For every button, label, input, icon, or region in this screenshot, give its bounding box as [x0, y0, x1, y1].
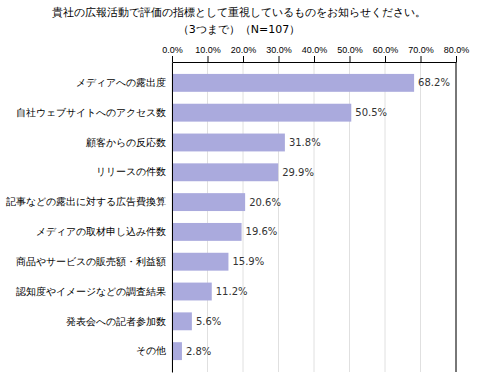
x-tick-mark	[172, 56, 173, 62]
x-tick: 80.0%	[444, 45, 470, 62]
grid	[172, 62, 456, 372]
x-axis: 0.0% 10.0% 20.0% 30.0% 40.0% 50.0% 60.0% 70.0% 8…	[162, 45, 469, 63]
x-tick-mark	[385, 56, 386, 62]
y-tick: 顧客からの反応数	[86, 137, 172, 148]
y-tick-label: 自社ウェブサイトへのアクセス数	[16, 107, 166, 118]
x-tick-label: 40.0%	[302, 45, 328, 55]
y-tick-label: その他	[136, 345, 166, 356]
x-tick-label: 70.0%	[408, 45, 434, 55]
x-tick-mark	[350, 56, 351, 62]
y-tick-label: 商品やサービスの販売額・利益額	[16, 256, 166, 267]
y-tick-label: 発表会への記者参加数	[66, 316, 166, 327]
y-tick-label: リリースの件数	[96, 166, 166, 177]
grid-line	[456, 62, 457, 372]
frame-right	[456, 62, 457, 372]
bar	[172, 283, 212, 301]
data-label: 15.9%	[232, 256, 264, 267]
x-tick-label: 50.0%	[337, 45, 363, 55]
plot: 0.0% 10.0% 20.0% 30.0% 40.0% 50.0% 60.0% 70.0% 8…	[6, 45, 469, 373]
x-tick: 70.0%	[408, 45, 434, 62]
y-tick-label: 認知度やイメージなどの調査結果	[16, 286, 166, 297]
x-tick: 30.0%	[266, 45, 292, 62]
x-tick-label: 80.0%	[444, 45, 470, 55]
bar	[172, 342, 182, 360]
x-axis-line	[173, 62, 457, 63]
grid-line	[420, 62, 421, 372]
x-tick: 0.0%	[162, 45, 183, 62]
bars	[172, 74, 414, 360]
data-label: 31.8%	[289, 137, 321, 148]
y-tick-label: 記事などの露出に対する広告費換算	[6, 196, 166, 207]
bar	[172, 312, 192, 330]
x-tick: 50.0%	[337, 45, 363, 62]
x-tick-mark	[314, 56, 315, 62]
y-tick: 発表会への記者参加数	[66, 316, 172, 327]
bar	[172, 223, 242, 241]
x-tick-label: 0.0%	[162, 45, 183, 55]
x-tick-label: 30.0%	[266, 45, 292, 55]
data-labels: 68.2% 50.5% 31.8% 29.9% 20.6% 19.6% 15.9% 11.2%…	[186, 77, 450, 356]
x-tick-label: 20.0%	[231, 45, 257, 55]
y-tick-label: メディアへの露出度	[76, 77, 166, 88]
data-label: 2.8%	[186, 346, 211, 357]
x-tick-mark	[208, 56, 209, 62]
y-tick-label: メディアの取材申し込み件数	[36, 226, 166, 237]
x-tick: 40.0%	[302, 45, 328, 62]
y-tick: メディアの取材申し込み件数	[36, 226, 172, 237]
y-axis-line	[172, 63, 173, 373]
x-tick-mark	[279, 56, 280, 62]
x-tick-mark	[243, 56, 244, 62]
y-tick: リリースの件数	[96, 166, 172, 177]
y-tick: その他	[136, 345, 172, 356]
y-tick-label: 顧客からの反応数	[86, 137, 166, 148]
bar	[172, 134, 285, 152]
y-tick: 認知度やイメージなどの調査結果	[16, 286, 172, 297]
data-label: 29.9%	[282, 167, 314, 178]
bar	[172, 104, 351, 122]
chart: 貴社の広報活動で評価の指標として重視しているものをお知らせください。 （3つまで）…	[0, 0, 478, 382]
bar	[172, 74, 414, 92]
y-axis: メディアへの露出度自社ウェブサイトへのアクセス数顧客からの反応数リリースの件数記…	[6, 63, 173, 373]
data-label: 68.2%	[418, 77, 450, 88]
x-tick: 20.0%	[231, 45, 257, 62]
x-tick-label: 10.0%	[195, 45, 221, 55]
data-label: 19.6%	[246, 226, 278, 237]
y-tick: 自社ウェブサイトへのアクセス数	[16, 107, 172, 118]
x-tick-mark	[456, 56, 457, 62]
x-tick: 60.0%	[373, 45, 399, 62]
x-tick: 10.0%	[195, 45, 221, 62]
data-label: 11.2%	[216, 286, 248, 297]
bar	[172, 253, 228, 271]
bar	[172, 193, 245, 211]
title: 貴社の広報活動で評価の指標として重視しているものをお知らせください。	[52, 6, 426, 19]
bar	[172, 163, 278, 181]
y-tick: メディアへの露出度	[76, 77, 172, 88]
x-tick-mark	[421, 56, 422, 62]
data-label: 20.6%	[249, 197, 281, 208]
x-tick-label: 60.0%	[373, 45, 399, 55]
y-tick: 商品やサービスの販売額・利益額	[16, 256, 172, 267]
grid-line	[172, 62, 173, 372]
data-label: 5.6%	[196, 316, 221, 327]
data-label: 50.5%	[355, 107, 387, 118]
y-tick: 記事などの露出に対する広告費換算	[6, 196, 172, 207]
subtitle: （3つまで）（N=107）	[178, 23, 300, 36]
